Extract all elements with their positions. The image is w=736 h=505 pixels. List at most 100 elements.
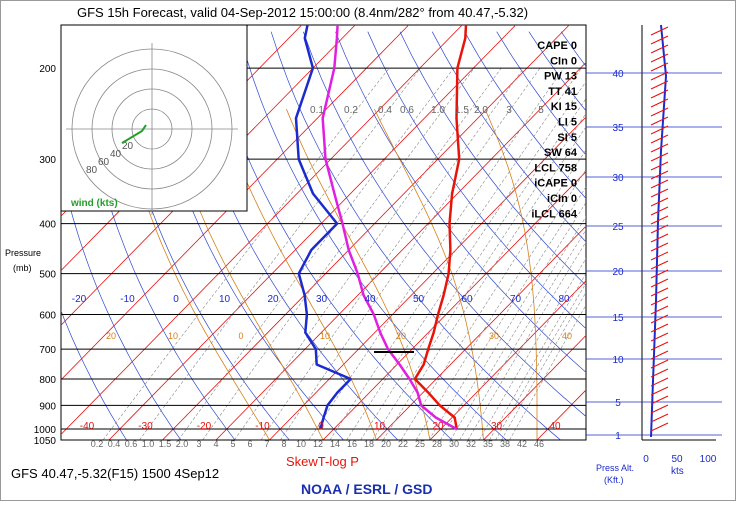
height-axis-unit: (Kft.) [604, 475, 624, 485]
pressure-tick-label: 1050 [34, 436, 57, 447]
isotherm-line [322, 171, 586, 440]
index-ki: KI 15 [551, 101, 577, 113]
mixing-ratio-bottom-label: 0.4 [108, 439, 121, 449]
wind-barb [650, 179, 669, 189]
upper-temp-tick-label: 20 [267, 294, 279, 305]
dry-adiabat-line [722, 32, 735, 440]
dry-adiabat-line [399, 31, 586, 286]
wind-barb [650, 323, 669, 333]
height-tick-label: 40 [612, 69, 624, 80]
wind-tick-label: 100 [700, 454, 717, 465]
wind-barb [650, 395, 669, 405]
isotherm-line [108, 25, 516, 440]
isotherm-line [61, 25, 463, 435]
height-tick-label: 25 [612, 222, 624, 233]
moist-adiabat-line [484, 108, 538, 440]
hodograph-ring-label: 60 [98, 157, 110, 168]
pressure-tick-label: 900 [39, 401, 56, 412]
mixing-ratio-line [440, 201, 586, 440]
temp-tick-label: -30 [138, 421, 153, 432]
mixing-ratio-line [382, 126, 586, 440]
isotherm-line [1, 25, 34, 440]
wind-barb [650, 305, 669, 315]
wind-barb [650, 404, 669, 414]
wind-barb [650, 242, 669, 252]
dry-adiabat-line [270, 31, 561, 440]
wind-barb [650, 98, 669, 108]
pressure-tick-label: 200 [39, 64, 56, 75]
height-tick-label: 10 [612, 355, 624, 366]
height-tick-label: 15 [612, 313, 624, 324]
index-li: LI 5 [558, 117, 577, 129]
index-tt: TT 41 [548, 86, 577, 98]
mixing-ratio-bottom-label: 25 [415, 439, 425, 449]
upper-temp-tick-label: 10 [219, 294, 231, 305]
temp-tick-label: -40 [80, 421, 95, 432]
mixing-ratio-bottom-label: 1.5 [159, 439, 172, 449]
dry-adiabat-line [690, 32, 735, 440]
index-icape: iCAPE 0 [534, 178, 577, 190]
isotherm-line [162, 25, 570, 440]
height-tick-label: 30 [612, 173, 624, 184]
mixing-ratio-line [501, 291, 586, 440]
mixing-ratio-label: 0.4 [378, 105, 392, 116]
height-tick-label: 1 [615, 431, 621, 442]
mixing-ratio-line [495, 282, 586, 440]
wind-barb [650, 359, 669, 369]
height-tick-label: 5 [615, 398, 621, 409]
mixing-ratio-bottom-label: 46 [534, 439, 544, 449]
index-si: SI 5 [557, 132, 577, 144]
wind-barb [650, 170, 669, 180]
wind-barb [650, 278, 669, 288]
mixing-ratio-line [459, 229, 586, 440]
dry-adiabat-line [464, 31, 586, 199]
isotherm-line [429, 280, 586, 440]
temp-tick-label: 0 [318, 421, 324, 432]
pressure-tick-label: 500 [39, 270, 56, 281]
upper-temp-tick-label: 50 [413, 294, 425, 305]
hodograph-trace [121, 124, 147, 144]
mixing-ratio-bottom-label: 6 [247, 439, 252, 449]
mixing-ratio-line [178, 67, 455, 440]
mixing-ratio-bottom-label: 8 [281, 439, 286, 449]
height-tick-label: 35 [612, 123, 624, 134]
wind-barb [650, 314, 669, 324]
index-sw: SW 64 [544, 147, 578, 159]
mixing-ratio-line [102, 67, 390, 440]
hodograph-ring-label: 20 [122, 141, 134, 152]
mixing-ratio-bottom-label: 20 [381, 439, 391, 449]
series-line-dewpoint [294, 25, 352, 430]
mixing-ratio-bottom-label: 0.6 [125, 439, 138, 449]
dry-adiabat-line [238, 31, 507, 440]
upper-temp-tick-label: 40 [364, 294, 376, 305]
mixing-ratio-label: 1.5 [455, 105, 469, 116]
wind-barb [650, 368, 669, 378]
index-lcl: LCL 758 [534, 162, 577, 174]
mixing-ratio-label: 5 [538, 105, 544, 116]
upper-temp-tick-label: 70 [510, 294, 522, 305]
mixing-ratio-line [346, 81, 586, 440]
footer-left-label: GFS 40.47,-5.32(F15) 1500 4Sep12 [11, 466, 219, 481]
wind-barb [650, 296, 669, 306]
temp-tick-label: 10 [374, 421, 386, 432]
mixing-ratio-line [329, 67, 582, 440]
height-axis-label: Press Alt. [596, 463, 634, 473]
mixing-ratio-line [479, 257, 586, 440]
mixing-ratio-bottom-label: 14 [330, 439, 340, 449]
isotherm-line [483, 334, 586, 440]
moist-adiabat-tick-label: 10 [168, 331, 178, 341]
temp-tick-label: 20 [432, 421, 444, 432]
isotherm-line [61, 25, 356, 326]
height-tick-label: 20 [612, 267, 624, 278]
chart-title: GFS 15h Forecast, valid 04-Sep-2012 15:0… [77, 5, 528, 20]
wind-barb [650, 377, 669, 387]
dry-adiabat-line [367, 31, 586, 330]
wind-unit-label: kts [671, 466, 684, 477]
pressure-tick-label: 1000 [34, 425, 57, 436]
mixing-ratio-line [509, 304, 586, 440]
mixing-ratio-bottom-label: 12 [313, 439, 323, 449]
wind-barb [650, 89, 669, 99]
upper-temp-tick-label: 30 [316, 294, 328, 305]
moist-adiabat-tick-label: 40 [562, 331, 572, 341]
mixing-ratio-bottom-label: 2.0 [176, 439, 189, 449]
